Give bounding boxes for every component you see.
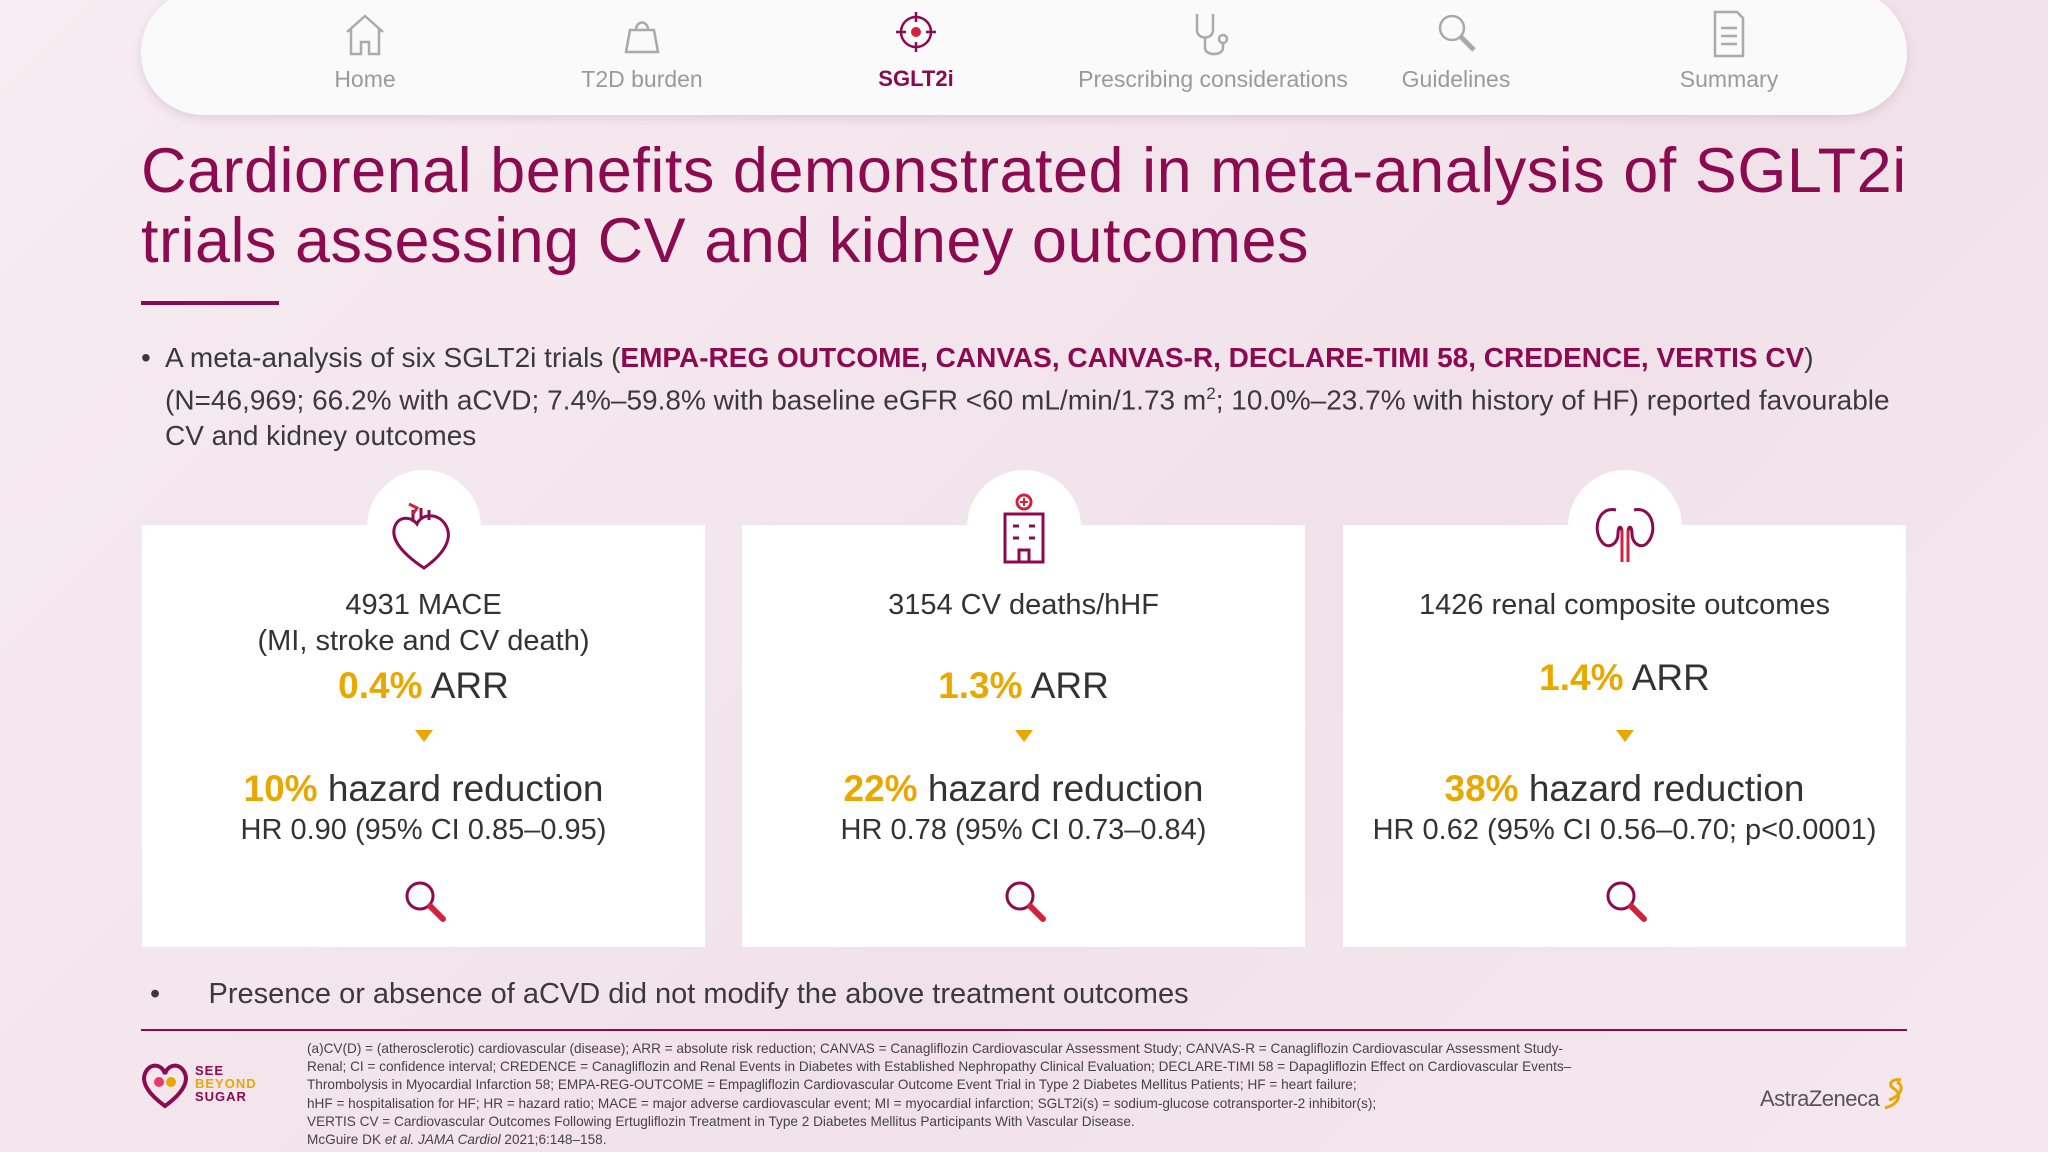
bullet-dot: •: [141, 342, 151, 373]
nav-label: Guidelines: [1401, 66, 1511, 92]
text: ; 10.0%–23.7% with history of HF) report…: [165, 384, 1890, 452]
hr-value: 22%: [843, 768, 918, 809]
events-count: 1426 renal composite outcomes: [1418, 589, 1831, 621]
events-sub: (MI, stroke and CV death): [257, 625, 590, 657]
footer-rule: [141, 1029, 1907, 1031]
hr-label: hazard reduction: [1528, 768, 1805, 809]
arr: 0.4% ARR: [142, 665, 705, 707]
down-arrow: [415, 730, 433, 742]
bullet: • A meta-analysis of six SGLT2i trials (E…: [141, 340, 1925, 454]
zoom-button[interactable]: [403, 879, 447, 923]
text: A meta-analysis of six SGLT2i trials (: [165, 342, 621, 373]
logo-line: SEE: [195, 1063, 225, 1078]
arr: 1.4% ARR: [1343, 657, 1906, 699]
hr-label: hazard reduction: [927, 768, 1204, 809]
superscript: 2: [1206, 384, 1216, 403]
logo-line: BEYOND: [195, 1076, 257, 1091]
down-arrow: [1616, 730, 1634, 742]
result-card: 4931 MACE (MI, stroke and CV death) 0.4% A…: [142, 470, 705, 947]
arr-value: 1.3%: [938, 665, 1023, 706]
zoom-button[interactable]: [1003, 879, 1047, 923]
arr-value: 1.4%: [1539, 657, 1624, 698]
card-icon: [1568, 470, 1682, 584]
title: Cardiorenal benefits demonstrated in met…: [141, 136, 1907, 276]
logo-heart: [142, 1063, 188, 1109]
text: Presence or absence of aCVD did not modi…: [208, 978, 1189, 1010]
nav-summary[interactable]: Summary: [1599, 8, 1859, 93]
nav-label: T2D burden: [581, 66, 703, 92]
nav-label: SGLT2i: [878, 66, 954, 91]
footnote-line: VERTIS CV = Cardiovascular Outcomes Foll…: [307, 1113, 1135, 1129]
hr-label: hazard reduction: [327, 768, 604, 809]
reference: McGuire DK et al. JAMA Cardiol 2021;6:14…: [307, 1131, 1707, 1149]
result-card: 3154 CV deaths/hHF 1.3% ARR 22% hazard red…: [742, 470, 1305, 947]
hr-value: 10%: [243, 768, 318, 809]
bullet: • Presence or absence of aCVD did not mo…: [150, 978, 1189, 1010]
ref-text: 2021;6:148–158.: [500, 1132, 607, 1148]
logo-line: SUGAR: [195, 1089, 247, 1104]
arr-label: ARR: [1030, 665, 1109, 706]
arr-label: ARR: [430, 665, 509, 706]
arr-value: 0.4%: [338, 665, 423, 706]
card-icon: [967, 470, 1081, 584]
events: 3154 CV deaths/hHF: [742, 587, 1305, 623]
ref-italic: et al. JAMA Cardiol: [384, 1132, 501, 1148]
nav-guidelines[interactable]: Guidelines: [1326, 8, 1586, 93]
zoom-button[interactable]: [1604, 879, 1648, 923]
footnotes: (a)CV(D) = (atherosclerotic) cardiovascu…: [307, 1040, 1707, 1149]
nav-label: Summary: [1679, 66, 1779, 92]
logo-text: AstraZeneca: [1760, 1086, 1880, 1111]
hr-detail: HR 0.62 (95% CI 0.56–0.70; p<0.0001): [1372, 814, 1877, 846]
ref-text: McGuire DK: [307, 1132, 385, 1148]
hr-detail: HR 0.90 (95% CI 0.85–0.95): [240, 814, 607, 846]
nav-sglt2i[interactable]: SGLT2i: [786, 8, 1046, 92]
nav-label: Home: [334, 66, 396, 92]
logo-astrazeneca: AstraZeneca: [1760, 1074, 1909, 1114]
title-rule: [141, 301, 279, 305]
nav-home[interactable]: Home: [235, 8, 495, 93]
text: ) (N=46,969; 66.2% with aCVD; 7.4%–59.8%…: [165, 342, 1814, 416]
hr-value: 38%: [1444, 768, 1519, 809]
hr-detail: HR 0.78 (95% CI 0.73–0.84): [840, 814, 1207, 846]
logo-text: SEE BEYOND SUGAR: [195, 1064, 257, 1103]
events: 4931 MACE (MI, stroke and CV death): [142, 587, 705, 659]
events-count: 3154 CV deaths/hHF: [888, 589, 1159, 621]
hazard-reduction: 38% hazard reduction: [1343, 768, 1906, 810]
result-card: 1426 renal composite outcomes 1.4% ARR 38%…: [1343, 470, 1906, 947]
hazard-reduction: 22% hazard reduction: [742, 768, 1305, 810]
card-icon: [367, 470, 481, 584]
nav-t2d[interactable]: T2D burden: [512, 8, 772, 93]
down-arrow: [1015, 730, 1033, 742]
hazard-reduction: 10% hazard reduction: [142, 768, 705, 810]
events-count: 4931 MACE: [345, 589, 502, 621]
footnote-line: Renal; CI = confidence interval; CREDENC…: [307, 1059, 1572, 1075]
footnote-line: Thrombolysis in Myocardial Infarction 58…: [307, 1077, 1357, 1093]
arr: 1.3% ARR: [742, 665, 1305, 707]
nav-bar: Home T2D burden SGLT2i Prescribing consi…: [141, 0, 1907, 115]
trial-names: EMPA-REG OUTCOME, CANVAS, CANVAS-R, DECL…: [620, 342, 1805, 373]
arr-label: ARR: [1631, 657, 1710, 698]
events: 1426 renal composite outcomes: [1343, 587, 1906, 623]
footnote-line: hHF = hospitalisation for HF; HR = hazar…: [307, 1095, 1377, 1111]
nav-prescribing[interactable]: Prescribing considerations: [1063, 8, 1363, 93]
footnote-line: (a)CV(D) = (atherosclerotic) cardiovascu…: [307, 1041, 1563, 1056]
logo-mark: [1884, 1078, 1903, 1110]
nav-label: Prescribing considerations: [1078, 66, 1348, 92]
